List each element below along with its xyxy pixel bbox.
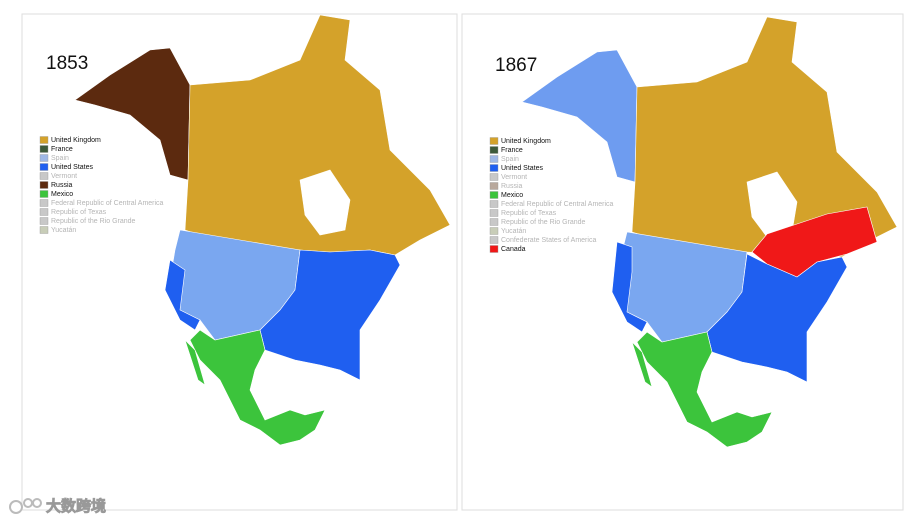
legend-label: Canada (501, 246, 526, 253)
legend-label: United Kingdom (501, 138, 551, 145)
legend-label: United Kingdom (51, 137, 101, 144)
map-1853 (74, 14, 451, 446)
legend-label: France (51, 146, 73, 153)
year-label: 1867 (495, 55, 537, 76)
legend-label: Vermont (501, 174, 527, 181)
legend-swatch (39, 199, 49, 207)
legend-label: United States (501, 165, 544, 172)
legend-label: Republic of Texas (51, 209, 107, 216)
watermark: 大数跨境 (46, 497, 106, 515)
legend-swatch (39, 208, 49, 216)
legend-swatch (39, 154, 49, 162)
legend-swatch (489, 146, 499, 154)
legend-swatch (39, 190, 49, 198)
legend-label: Mexico (501, 192, 523, 199)
watermark-logo (9, 498, 42, 514)
legend-label: Mexico (51, 191, 73, 198)
legend-swatch (39, 163, 49, 171)
legend-swatch (489, 164, 499, 172)
legend-label: Russia (501, 183, 523, 190)
map-1867 (521, 16, 898, 448)
legend-label: Republic of Texas (501, 210, 557, 217)
legend-label: Spain (51, 155, 69, 162)
legend-swatch (39, 145, 49, 153)
legend-swatch (489, 173, 499, 181)
legend-swatch (39, 226, 49, 234)
legend-label: Vermont (51, 173, 77, 180)
legend-swatch (489, 218, 499, 226)
legend-label: Yucatán (501, 228, 526, 235)
legend-swatch (489, 200, 499, 208)
legend-label: Russia (51, 182, 73, 189)
legend-label: Federal Republic of Central America (501, 201, 614, 208)
legend-swatch (39, 217, 49, 225)
legend-swatch (39, 172, 49, 180)
legend-swatch (39, 181, 49, 189)
legend-swatch (489, 137, 499, 145)
legend-label: Yucatán (51, 227, 76, 234)
year-label: 1853 (46, 53, 88, 74)
legend-swatch (489, 155, 499, 163)
legend-swatch (39, 136, 49, 144)
legend-swatch (489, 191, 499, 199)
legend-label: France (501, 147, 523, 154)
legend-swatch (489, 209, 499, 217)
legend-swatch (489, 245, 499, 253)
legend-swatch (489, 182, 499, 190)
legend-label: Confederate States of America (501, 237, 596, 244)
legend-swatch (489, 227, 499, 235)
legend-label: Federal Republic of Central America (51, 200, 164, 207)
legend-label: Republic of the Rio Grande (51, 218, 136, 225)
legend-label: United States (51, 164, 94, 171)
legend-label: Republic of the Rio Grande (501, 219, 586, 226)
legend-label: Spain (501, 156, 519, 163)
legend-swatch (489, 236, 499, 244)
